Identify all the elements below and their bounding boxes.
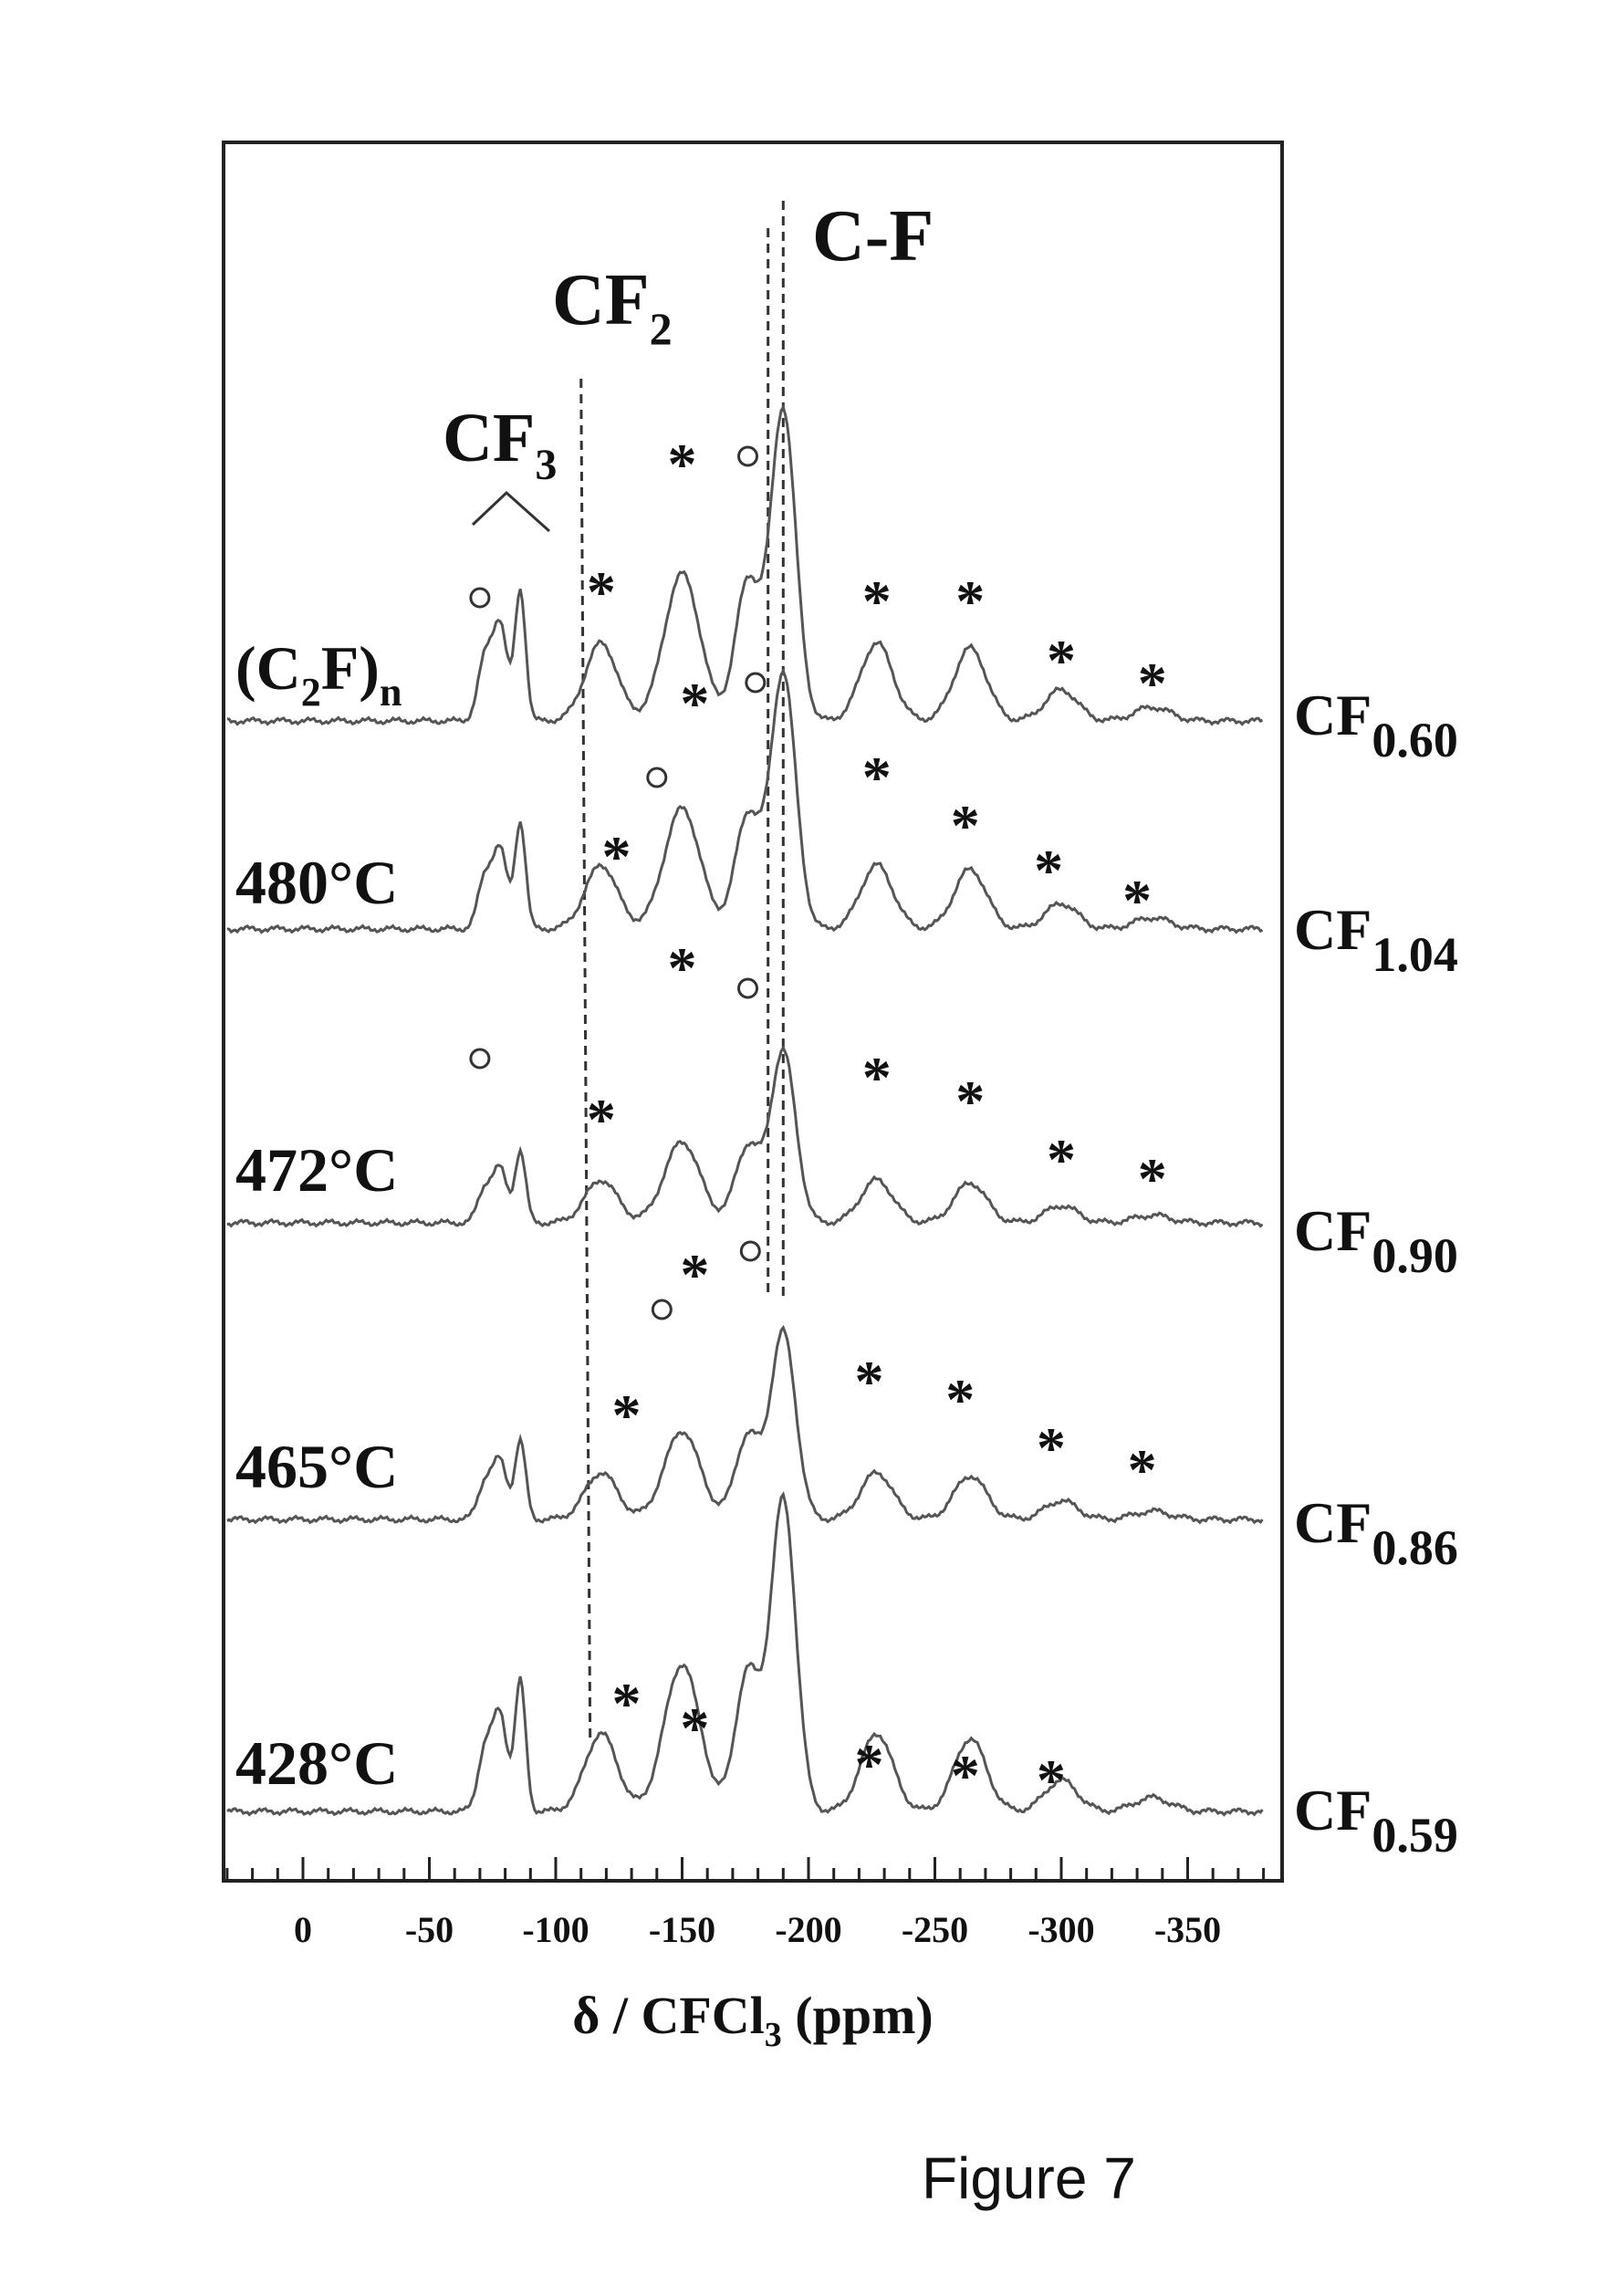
composition-label: CF0.60 <box>1294 683 1458 767</box>
reference-line-label: C-F <box>812 196 934 277</box>
peak-star-marker: * <box>1037 1748 1066 1812</box>
peak-circle-marker <box>739 447 757 465</box>
reference-line-label: CF2 <box>552 260 673 354</box>
peak-circle-marker <box>652 1300 671 1319</box>
x-axis-ticks <box>227 1857 1264 1881</box>
peak-star-marker: * <box>587 559 616 624</box>
series-name-label: 465°C <box>235 1432 398 1501</box>
cf3-label-sub: 3 <box>535 441 557 489</box>
svg-text:CF3: CF3 <box>443 400 557 489</box>
x-tick-label: -50 <box>405 1909 454 1950</box>
peak-star-marker: * <box>668 935 697 1000</box>
peak-star-marker: * <box>612 1383 642 1447</box>
series-labels: (C2F)n CF0.60 480°C CF1.04 472°C CF0.90 465°C C… <box>235 633 1458 1863</box>
x-axis-label-unit: (ppm) <box>782 1986 934 2045</box>
peak-star-marker: * <box>945 1367 975 1432</box>
peak-star-marker: * <box>601 824 631 889</box>
x-tick-label: -100 <box>522 1909 589 1950</box>
composition-label: CF0.90 <box>1294 1198 1458 1283</box>
peak-star-marker: * <box>680 671 709 736</box>
composition-label: CF1.04 <box>1294 897 1458 982</box>
cf3-bracket <box>473 493 549 531</box>
x-tick-label: -300 <box>1028 1909 1094 1950</box>
x-tick-label: -350 <box>1154 1909 1221 1950</box>
peak-star-marker: * <box>612 1671 642 1736</box>
peak-circle-marker <box>746 673 765 692</box>
peak-star-marker: * <box>1037 1415 1066 1480</box>
peak-circle-marker <box>741 1242 759 1260</box>
series-name-label: 472°C <box>235 1135 398 1205</box>
peak-star-marker: * <box>854 1349 883 1414</box>
peak-star-marker: * <box>951 1743 980 1808</box>
x-tick-label: -250 <box>902 1909 968 1950</box>
peak-star-marker: * <box>862 1045 892 1110</box>
x-axis-tick-labels: 0 -50 -100 -150 -200 -250 -300 -350 <box>294 1909 1221 1950</box>
peak-star-marker: * <box>1122 868 1152 933</box>
figure-caption: Figure 7 <box>922 2145 1136 2212</box>
x-axis-label-sub: 3 <box>765 2016 782 2054</box>
peak-markers: * * * * * * * * * * * * * * * * * * * * * * * * * * * * * <box>471 432 1167 1812</box>
plot-frame <box>224 142 1282 1881</box>
peak-star-marker: * <box>862 569 892 633</box>
peak-star-marker: * <box>1047 1127 1076 1192</box>
x-axis-label-main: δ / CFCl <box>572 1986 765 2045</box>
series-name-label: (C2F)n <box>235 633 402 715</box>
peak-star-marker: * <box>1128 1437 1157 1502</box>
peak-star-marker: * <box>680 1696 709 1760</box>
composition-label: CF0.59 <box>1294 1778 1458 1863</box>
composition-label: CF0.86 <box>1294 1490 1458 1575</box>
series-name-label: 480°C <box>235 848 398 917</box>
reference-lines: CF2 C-F <box>552 196 934 1738</box>
peak-star-marker: * <box>955 1069 985 1133</box>
peak-star-marker: * <box>680 1242 709 1307</box>
peak-circle-marker <box>739 979 757 997</box>
cf3-label: CF <box>443 400 535 476</box>
x-tick-label: -200 <box>775 1909 841 1950</box>
peak-star-marker: * <box>1138 651 1167 715</box>
x-axis-label: δ / CFCl3 (ppm) <box>572 1986 934 2054</box>
peak-star-marker: * <box>955 569 985 633</box>
peak-circle-marker <box>471 589 489 607</box>
series-name-label: 428°C <box>235 1728 398 1798</box>
peak-star-marker: * <box>668 432 697 496</box>
peak-star-marker: * <box>951 793 980 858</box>
peak-star-marker: * <box>587 1087 616 1152</box>
peak-star-marker: * <box>1047 628 1076 693</box>
x-tick-label: 0 <box>294 1909 312 1950</box>
peak-circle-marker <box>471 1049 489 1068</box>
x-tick-label: -150 <box>649 1909 715 1950</box>
cf3-group-label: CF3 <box>443 400 557 531</box>
spectra <box>227 407 1263 1814</box>
peak-star-marker: * <box>862 745 892 809</box>
peak-star-marker: * <box>1034 838 1063 903</box>
peak-star-marker: * <box>1138 1146 1167 1211</box>
peak-circle-marker <box>648 768 666 787</box>
peak-star-marker: * <box>854 1732 883 1797</box>
